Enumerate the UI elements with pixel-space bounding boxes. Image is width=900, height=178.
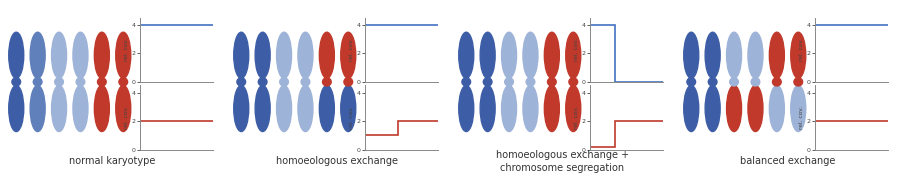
Y-axis label: rel. cov.: rel. cov. <box>348 38 354 61</box>
Ellipse shape <box>280 78 288 86</box>
Text: homoeologous exchange +
chromosome segregation: homoeologous exchange + chromosome segre… <box>496 150 629 173</box>
Y-axis label: rel. cov.: rel. cov. <box>573 106 579 129</box>
Ellipse shape <box>708 78 717 86</box>
Ellipse shape <box>730 78 738 86</box>
Ellipse shape <box>302 78 310 86</box>
Ellipse shape <box>483 78 492 86</box>
Ellipse shape <box>566 32 580 78</box>
Ellipse shape <box>234 85 248 132</box>
Ellipse shape <box>344 78 353 86</box>
Ellipse shape <box>76 78 85 86</box>
Ellipse shape <box>298 32 313 78</box>
Ellipse shape <box>234 32 248 78</box>
Y-axis label: rel. cov.: rel. cov. <box>123 38 129 61</box>
Ellipse shape <box>320 32 335 78</box>
Ellipse shape <box>55 78 63 86</box>
Ellipse shape <box>322 78 331 86</box>
Ellipse shape <box>9 85 23 132</box>
Ellipse shape <box>569 78 578 86</box>
Ellipse shape <box>523 32 538 78</box>
Y-axis label: rel. cov.: rel. cov. <box>573 38 579 61</box>
Ellipse shape <box>726 32 742 78</box>
Ellipse shape <box>341 85 356 132</box>
Ellipse shape <box>526 78 535 86</box>
Ellipse shape <box>116 32 130 78</box>
Ellipse shape <box>298 85 313 132</box>
Ellipse shape <box>770 85 785 132</box>
Ellipse shape <box>794 78 803 86</box>
Ellipse shape <box>9 32 23 78</box>
Text: balanced exchange: balanced exchange <box>740 156 835 166</box>
Ellipse shape <box>566 85 580 132</box>
Ellipse shape <box>687 78 696 86</box>
Ellipse shape <box>748 85 763 132</box>
Ellipse shape <box>501 32 517 78</box>
Ellipse shape <box>30 32 45 78</box>
Text: homoeologous exchange: homoeologous exchange <box>276 156 399 166</box>
Ellipse shape <box>791 32 806 78</box>
Ellipse shape <box>255 32 270 78</box>
Ellipse shape <box>30 85 45 132</box>
Ellipse shape <box>480 85 495 132</box>
Ellipse shape <box>462 78 471 86</box>
Ellipse shape <box>94 85 110 132</box>
Y-axis label: rel. cov.: rel. cov. <box>798 38 804 61</box>
Ellipse shape <box>12 78 21 86</box>
Ellipse shape <box>255 85 270 132</box>
Ellipse shape <box>276 85 292 132</box>
Ellipse shape <box>276 32 292 78</box>
Ellipse shape <box>748 32 763 78</box>
Ellipse shape <box>505 78 513 86</box>
Ellipse shape <box>480 32 495 78</box>
Ellipse shape <box>772 78 781 86</box>
Ellipse shape <box>726 85 742 132</box>
Ellipse shape <box>237 78 246 86</box>
Ellipse shape <box>459 32 473 78</box>
Ellipse shape <box>752 78 760 86</box>
Y-axis label: rel. cov.: rel. cov. <box>123 106 129 129</box>
Ellipse shape <box>705 32 720 78</box>
Y-axis label: rel. cov.: rel. cov. <box>798 106 804 129</box>
Ellipse shape <box>684 85 698 132</box>
Ellipse shape <box>341 32 356 78</box>
Ellipse shape <box>791 85 806 132</box>
Ellipse shape <box>547 78 556 86</box>
Ellipse shape <box>73 85 88 132</box>
Ellipse shape <box>544 32 560 78</box>
Ellipse shape <box>116 85 130 132</box>
Y-axis label: rel. cov.: rel. cov. <box>348 106 354 129</box>
Ellipse shape <box>51 85 67 132</box>
Ellipse shape <box>544 85 560 132</box>
Ellipse shape <box>258 78 267 86</box>
Ellipse shape <box>459 85 473 132</box>
Ellipse shape <box>33 78 42 86</box>
Ellipse shape <box>51 32 67 78</box>
Ellipse shape <box>501 85 517 132</box>
Ellipse shape <box>523 85 538 132</box>
Text: normal karyotype: normal karyotype <box>69 156 156 166</box>
Ellipse shape <box>684 32 698 78</box>
Ellipse shape <box>770 32 785 78</box>
Ellipse shape <box>705 85 720 132</box>
Ellipse shape <box>119 78 128 86</box>
Ellipse shape <box>320 85 335 132</box>
Ellipse shape <box>73 32 88 78</box>
Ellipse shape <box>94 32 110 78</box>
Ellipse shape <box>97 78 106 86</box>
